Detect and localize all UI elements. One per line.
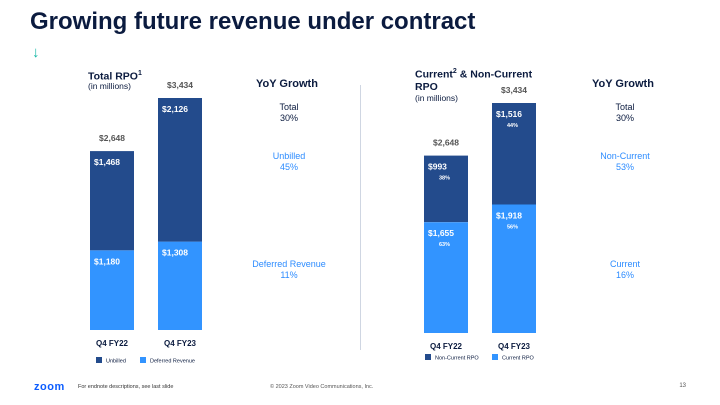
left-yoy-deferred: Deferred Revenue 11% bbox=[234, 259, 344, 281]
right-yoy-total: Total 30% bbox=[570, 102, 680, 124]
right-bar-pct-1-1: 44% bbox=[507, 123, 518, 129]
left-total-label-1: $3,434 bbox=[167, 80, 193, 90]
left-chart-subtitle: (in millions) bbox=[88, 81, 131, 91]
panel-divider bbox=[360, 85, 361, 350]
right-total-label-1: $3,434 bbox=[501, 85, 527, 95]
right-total-label-0: $2,648 bbox=[433, 138, 459, 148]
left-bar-label-1-0: $1,468 bbox=[94, 157, 120, 167]
right-yoy-noncurrent-label: Non-Current bbox=[600, 151, 650, 161]
left-yoy-total: Total 30% bbox=[234, 102, 344, 124]
right-yoy-heading: YoY Growth bbox=[592, 78, 654, 90]
left-bar-label-0-0: $1,180 bbox=[94, 256, 120, 266]
right-bar-label-1-0: $993 bbox=[428, 162, 447, 172]
right-category-label-0: Q4 FY22 bbox=[430, 342, 463, 351]
left-bar-unbilled-0 bbox=[90, 151, 134, 251]
right-bar-non-current-rpo-1 bbox=[492, 103, 536, 205]
right-bar-label-0-1: $1,918 bbox=[496, 211, 522, 221]
right-legend-swatch-0 bbox=[425, 354, 431, 360]
right-chart-title-a: Current bbox=[415, 68, 453, 81]
left-chart-title-text: Total RPO bbox=[88, 70, 138, 83]
right-legend-swatch-1 bbox=[492, 354, 498, 360]
left-yoy-unbilled-label: Unbilled bbox=[272, 151, 306, 161]
right-chart-title: Current2 & Non-Current RPO bbox=[415, 66, 532, 93]
left-chart-title: Total RPO1 bbox=[88, 68, 142, 83]
right-yoy-current: Current 16% bbox=[570, 259, 680, 281]
right-chart-subtitle: (in millions) bbox=[415, 93, 458, 103]
left-legend-label-0: Unbilled bbox=[106, 359, 126, 365]
right-bar-label-1-1: $1,516 bbox=[496, 109, 522, 119]
left-yoy-total-value: 30% bbox=[279, 113, 298, 123]
down-arrow-icon: ↓ bbox=[32, 44, 40, 61]
left-category-label-1: Q4 FY23 bbox=[164, 339, 197, 348]
footer-note: For endnote descriptions, see last slide bbox=[78, 384, 174, 390]
right-yoy-noncurrent-value: 53% bbox=[615, 162, 634, 172]
left-bar-unbilled-1 bbox=[158, 98, 202, 242]
left-legend-label-1: Deferred Revenue bbox=[150, 359, 195, 365]
left-category-label-0: Q4 FY22 bbox=[96, 339, 129, 348]
right-bar-label-0-0: $1,655 bbox=[428, 228, 454, 238]
right-bar-current-rpo-1 bbox=[492, 204, 536, 333]
page-title: Growing future revenue under contract bbox=[30, 8, 476, 35]
right-yoy-total-label: Total bbox=[615, 102, 635, 112]
right-bar-non-current-rpo-0 bbox=[424, 155, 468, 223]
page-number: 13 bbox=[679, 383, 686, 389]
right-bar-pct-1-0: 38% bbox=[439, 176, 450, 182]
right-chart-title-sup: 2 bbox=[452, 68, 457, 75]
left-yoy-total-label: Total bbox=[279, 102, 299, 112]
right-yoy-current-label: Current bbox=[609, 259, 640, 269]
right-yoy-current-value: 16% bbox=[615, 270, 634, 280]
right-chart-title-c: RPO bbox=[415, 80, 438, 93]
right-legend-label-1: Current RPO bbox=[502, 356, 535, 362]
right-bar-pct-0-1: 56% bbox=[507, 225, 518, 231]
left-legend-swatch-0 bbox=[96, 357, 102, 363]
left-bar-deferred-revenue-1 bbox=[158, 241, 202, 330]
footer-copyright: © 2023 Zoom Video Communications, Inc. bbox=[270, 384, 374, 390]
right-category-label-1: Q4 FY23 bbox=[498, 342, 531, 351]
right-bar-pct-0-0: 63% bbox=[439, 242, 450, 248]
left-yoy-deferred-value: 11% bbox=[280, 270, 298, 280]
left-bar-label-0-1: $1,308 bbox=[162, 248, 188, 258]
left-chart-title-sup: 1 bbox=[137, 70, 142, 77]
left-legend-swatch-1 bbox=[140, 357, 146, 363]
left-yoy-unbilled-value: 45% bbox=[279, 162, 298, 172]
left-total-label-0: $2,648 bbox=[99, 133, 125, 143]
left-yoy-heading: YoY Growth bbox=[256, 78, 318, 90]
left-yoy-unbilled: Unbilled 45% bbox=[234, 151, 344, 173]
right-legend-label-0: Non-Current RPO bbox=[435, 356, 479, 362]
right-yoy-total-value: 30% bbox=[615, 113, 634, 123]
zoom-logo: zoom bbox=[34, 381, 65, 393]
left-bar-deferred-revenue-0 bbox=[90, 250, 134, 330]
right-bar-current-rpo-0 bbox=[424, 222, 468, 333]
left-bar-label-1-1: $2,126 bbox=[162, 104, 188, 114]
right-yoy-noncurrent: Non-Current 53% bbox=[570, 151, 680, 173]
left-yoy-deferred-label: Deferred Revenue bbox=[252, 259, 326, 269]
right-chart-title-b: & Non-Current bbox=[456, 68, 533, 81]
